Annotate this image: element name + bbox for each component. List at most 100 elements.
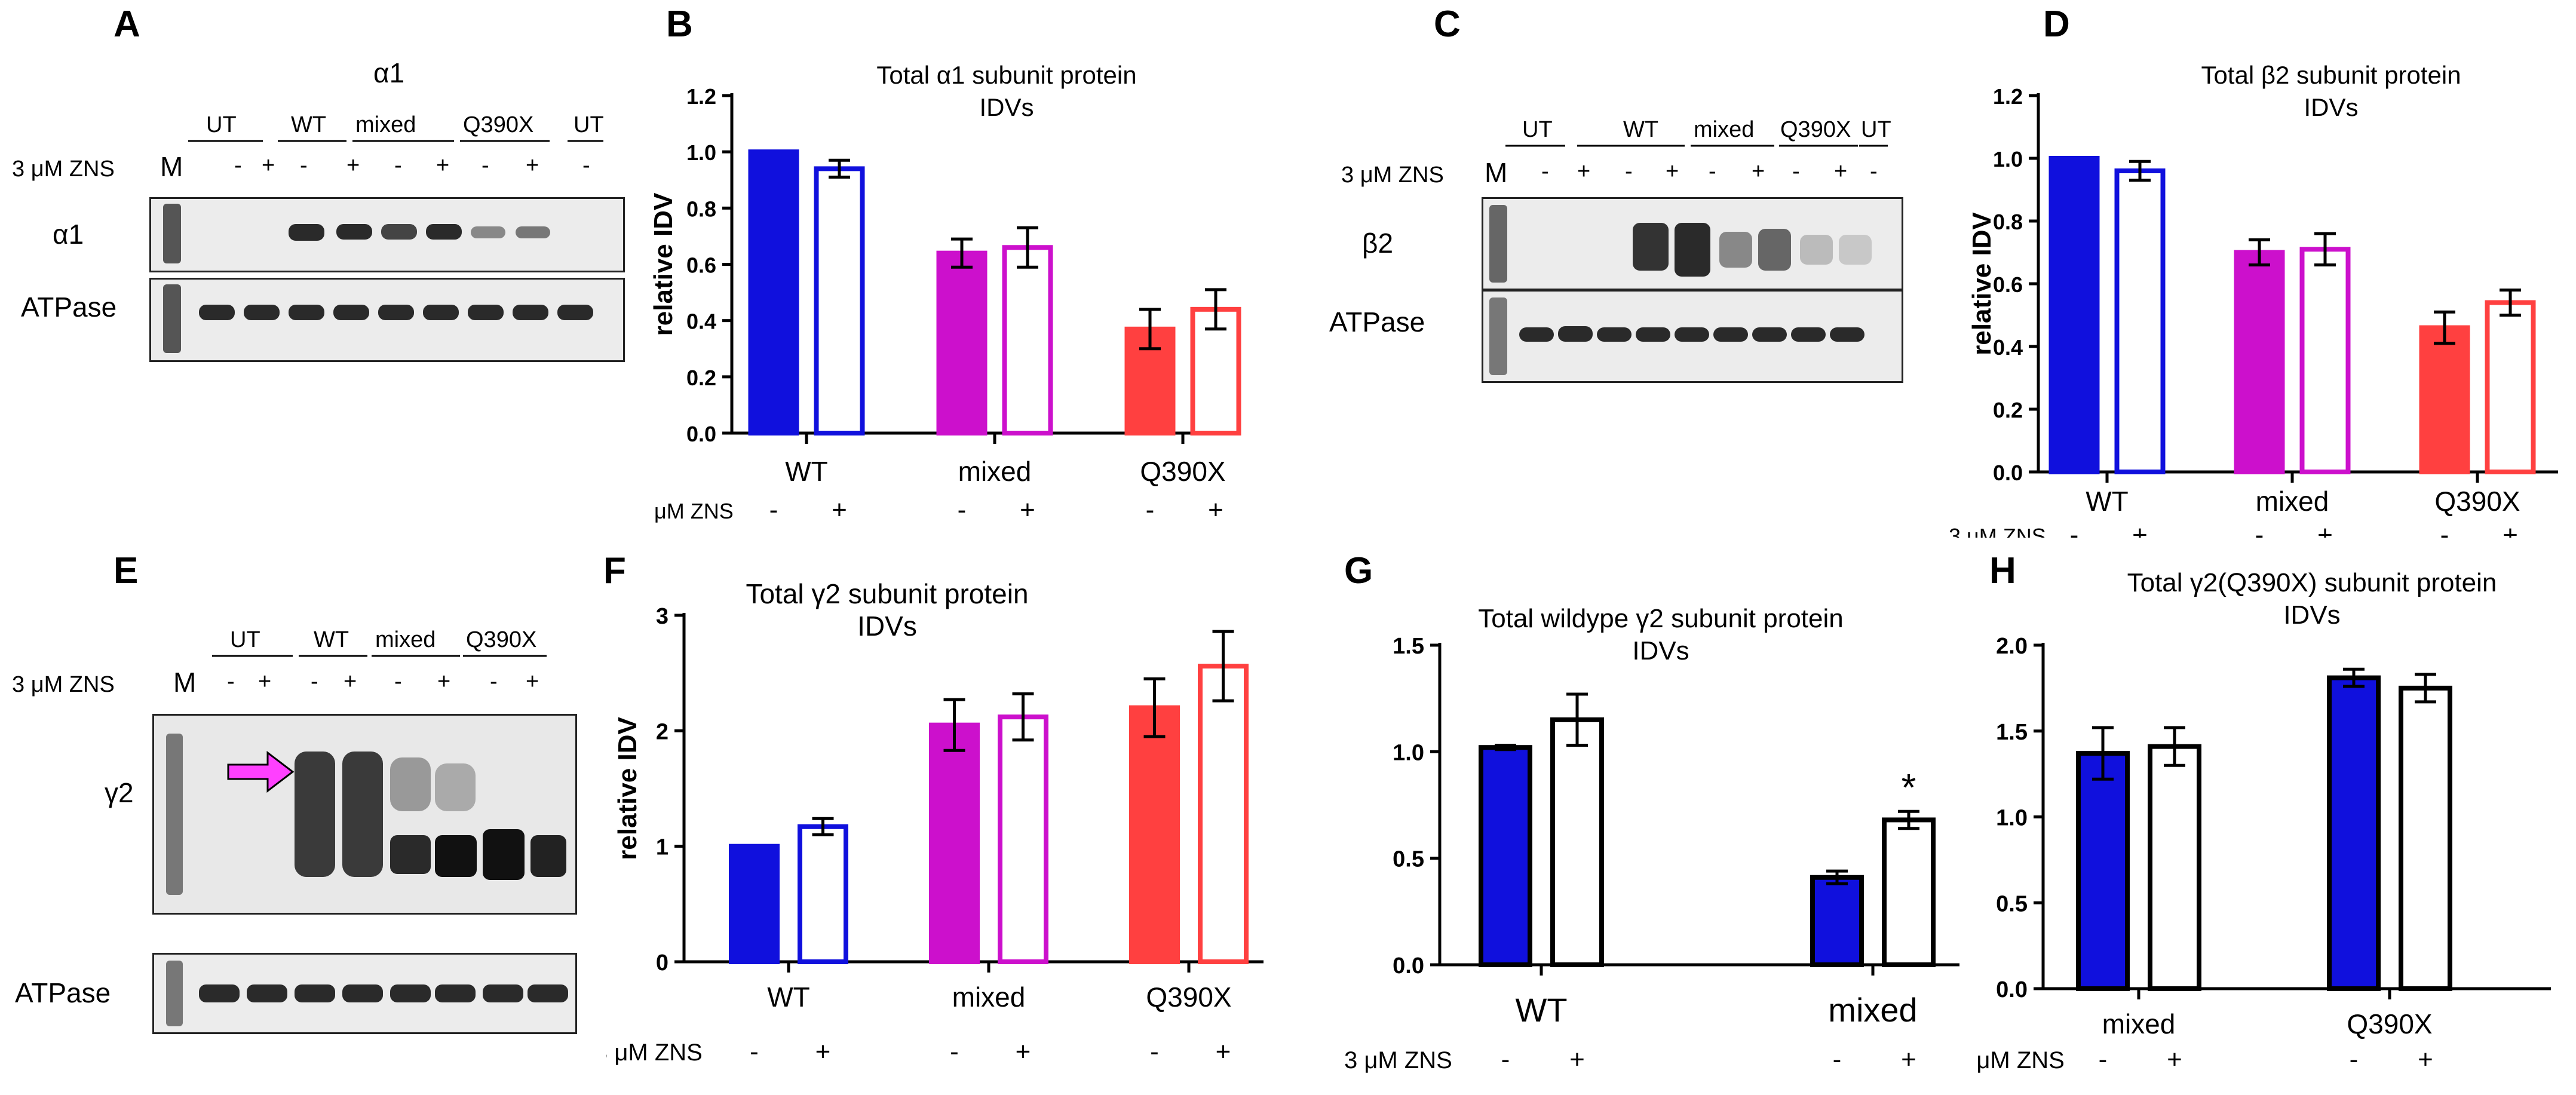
blot-a-sign: + (436, 153, 450, 178)
y-tick-label: 0.0 (1393, 953, 1424, 979)
zns-row-label: 3 μM ZNS (1977, 1047, 2065, 1073)
blot-a-sign: - (394, 153, 402, 178)
x-category-label: Q390X (1140, 456, 1225, 487)
bar-wt-untreated (1479, 745, 1532, 967)
blot-e-sign: + (344, 669, 357, 694)
zns-row-label: 3 μM ZNS (606, 1039, 703, 1066)
blot-a-sign: - (300, 153, 308, 178)
blot-c-sign: - (1792, 159, 1800, 184)
y-tick-label: 3 (656, 604, 668, 629)
significance-asterisk: * (1902, 766, 1916, 809)
blot-a-sign: - (582, 153, 590, 178)
blot-c-group-ut1: UT (1522, 117, 1553, 142)
chart-title-line: IDVs (2304, 93, 2358, 121)
blot-e-row-label: γ2 (105, 777, 134, 808)
blot-a-zns-label: 3 μM ZNS (12, 157, 115, 182)
y-tick-label: 0.6 (686, 253, 716, 278)
chart-title-line: IDVs (857, 611, 917, 642)
blot-a-group-underlines (188, 140, 603, 142)
blot-c-marker-label: M (1485, 157, 1508, 188)
blot-e-sign: + (258, 669, 272, 694)
zns-sign: - (2099, 1045, 2108, 1074)
bar-mixed-zns (1002, 245, 1053, 435)
panel-letter-a: A (114, 4, 140, 45)
bar-mixed-zns (998, 714, 1048, 964)
chart-b-total-alpha1: Total α1 subunit protein IDVs relative IDV… (648, 61, 1241, 525)
panel-letter-g: G (1344, 550, 1373, 591)
x-category-label: mixed (2102, 1008, 2176, 1039)
zns-sign: + (1901, 1045, 1916, 1074)
bar-wt-zns (798, 824, 848, 964)
y-tick-label: 1.0 (1393, 740, 1424, 765)
y-tick-label: 0.6 (1993, 272, 2023, 297)
y-tick-label: 0 (656, 950, 668, 976)
y-tick-label: 2 (656, 719, 668, 744)
blot-a-marker-label: M (160, 151, 183, 182)
bar-mixed-untreated (1810, 875, 1864, 967)
blot-e-group-underlines (212, 655, 547, 657)
blot-a-atpase-image (149, 278, 625, 362)
y-tick-label: 1.2 (686, 84, 716, 109)
blot-a-group-ut2: UT (574, 112, 604, 137)
y-tick-label: 0.4 (686, 309, 716, 334)
blot-e-sign: - (394, 669, 402, 694)
blot-a-group-ut1: UT (206, 112, 237, 137)
bar-q390x-untreated (2419, 325, 2470, 474)
chart-title-line: IDVs (979, 93, 1034, 121)
blot-c-sign: + (1752, 159, 1765, 184)
x-category-label: Q390X (2434, 486, 2520, 517)
x-category-label: WT (785, 456, 828, 487)
y-tick-label: 1.0 (1996, 806, 2028, 831)
chart-title-line: Total γ2 subunit protein (746, 578, 1028, 609)
blot-e-group-wt: WT (314, 627, 349, 652)
blot-e-sign: - (227, 669, 235, 694)
panel-letter-f: F (603, 550, 626, 591)
blot-c-atpase-label: ATPase (1329, 306, 1425, 338)
zns-sign: + (1016, 1037, 1031, 1066)
magenta-arrow-icon (227, 750, 295, 793)
x-category-label: WT (1515, 991, 1567, 1029)
blot-e-group-q390x: Q390X (466, 627, 537, 652)
y-tick-label: 0.8 (686, 197, 716, 221)
blot-c-group-q390x: Q390X (1780, 117, 1851, 142)
y-tick-label: 1.5 (1996, 720, 2028, 745)
zns-sign: + (2132, 520, 2148, 538)
x-category-label: WT (2086, 486, 2129, 517)
zns-sign: + (2167, 1045, 2182, 1074)
zns-sign: + (1216, 1037, 1231, 1066)
bar-q390x-untreated (2327, 675, 2381, 991)
blot-c-sign: - (1541, 159, 1549, 184)
zns-sign: - (1501, 1045, 1510, 1074)
zns-sign: - (2070, 520, 2079, 538)
bar-wt-zns (814, 166, 865, 435)
y-tick-label: 0.5 (1393, 847, 1424, 872)
blot-e-zns-label: 3 μM ZNS (12, 672, 115, 697)
bar-wt-zns (2114, 168, 2166, 474)
blot-a-atpase-label: ATPase (21, 292, 117, 323)
chart-g-wildtype-gamma2: Total wildype γ2 subunit protein IDVs 0.0 0… (1344, 604, 1959, 1074)
blot-e-sign: - (490, 669, 498, 694)
zns-sign: - (1146, 495, 1155, 525)
y-axis-label: relative IDV (1967, 212, 1997, 355)
zns-sign: + (815, 1037, 831, 1066)
zns-row-label: 3 μM ZNS (648, 499, 734, 523)
blot-c-sign: + (1834, 159, 1848, 184)
blot-e-gamma2-image (152, 714, 577, 915)
chart-title-line: IDVs (2283, 600, 2340, 630)
x-category-label: mixed (952, 981, 1026, 1013)
blot-e-sign: - (311, 669, 318, 694)
zns-sign: - (769, 495, 778, 525)
zns-sign: - (950, 1037, 959, 1066)
y-tick-label: 0.5 (1996, 891, 2028, 916)
blot-c-sign: - (1709, 159, 1716, 184)
zns-row-label: 3 μM ZNS (1344, 1047, 1452, 1073)
blot-c-sign: + (1577, 159, 1591, 184)
x-category-label: mixed (1828, 991, 1917, 1029)
bar-wt-zns (1550, 717, 1604, 967)
blot-a-row-label: α1 (53, 219, 84, 250)
zns-sign: - (2440, 520, 2449, 538)
blot-c-sign: + (1666, 159, 1679, 184)
blot-a-sign: + (526, 153, 539, 178)
blot-a-alpha1-image (149, 197, 625, 272)
blot-c-atpase-image (1482, 290, 1903, 383)
